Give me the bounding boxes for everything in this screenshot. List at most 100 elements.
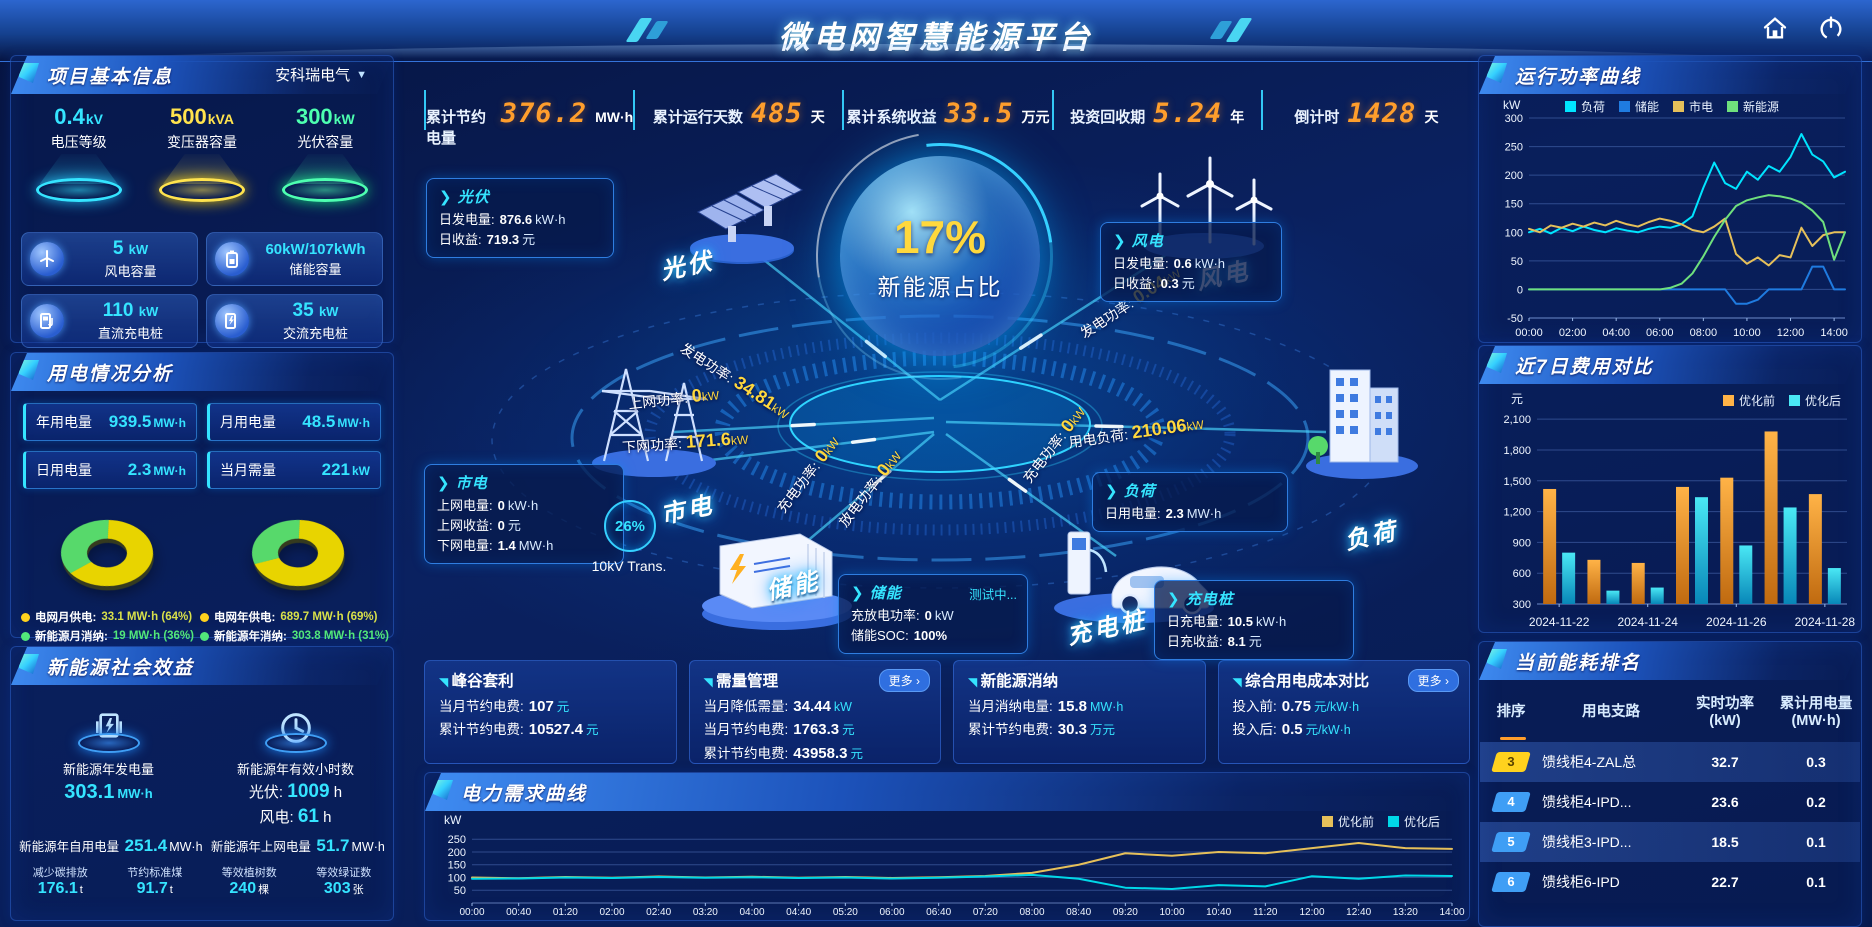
kpi-payback-period: 投资回收期 5.24 年 [1051,90,1261,130]
panel-title: 新能源社会效益 [47,657,195,679]
charger-info-card: 充电桩 日充电量:10.5kW·h 日充收益:8.1元 [1154,580,1354,661]
panel-header: 新能源社会效益 [11,647,393,685]
bar [1631,562,1645,604]
home-icon[interactable] [1760,14,1790,42]
testing-badge: 测试中... [969,588,1017,602]
x-axis-tick: 12:00 [1299,907,1324,918]
y-axis-tick: 900 [1513,537,1531,549]
daily-energy-stat: 日用电量 2.3 MW·h [23,451,197,489]
rank-badge: 5 [1491,832,1531,852]
x-axis-tick: 04:00 [1602,327,1630,339]
panel-title: 近7日费用对比 [1515,356,1654,378]
legend-item: 新能源 [1727,98,1779,115]
bar [1562,552,1576,604]
x-axis-tick: 04:00 [739,907,764,918]
x-axis-tick: 2024-11-22 [1529,615,1590,629]
panel-corner-icon [1487,63,1507,83]
social-benefit-panel: 新能源社会效益 新能源年发电量 303.1 MW·h 新能源年有效小时数 光伏: … [10,646,394,921]
pie_month-svg [60,519,153,587]
panel-corner-icon [433,780,453,800]
coal-saving-stat: 节约标准煤 91.7 t [127,867,183,897]
bar [1808,494,1822,604]
x-axis-tick: 13:20 [1393,907,1418,918]
x-axis-tick: 14:00 [1439,907,1464,918]
table-row[interactable]: 5 馈线柜3-IPD... 18.5 0.1 [1480,822,1860,862]
monthly-energy-donut [48,511,165,596]
storage-info-card: 储能 测试中... 充放电功率:0kW 储能SOC:100% [838,574,1028,655]
x-axis-tick: 02:00 [599,907,624,918]
kpi-countdown: 倒计时 1428 天 [1260,90,1470,130]
bar [1827,568,1841,604]
legend-renewable-month: 新能源月消纳: 19 MW·h (36%) [21,628,194,644]
ranking-table-body: 3 馈线柜4-ZAL总 32.7 0.3 4 馈线柜4-IPD... 23.6 0.2 … [1480,742,1860,902]
x-axis-tick: 09:20 [1113,907,1138,918]
table-row[interactable]: 3 馈线柜4-ZAL总 32.7 0.3 [1480,742,1860,782]
y-axis-tick: 250 [448,834,466,846]
pie_year-svg [251,519,344,587]
fed-in-energy: 新能源年上网电量 51.7 MW·h [210,836,385,855]
pv-info-card: 光伏 日发电量:876.6kW·h 日收益:719.3元 [426,178,614,259]
rank-badge: 4 [1491,792,1531,812]
bar [1543,488,1557,604]
load-node-icon [1292,342,1432,487]
table-row[interactable]: 6 馈线柜6-IPD 22.7 0.1 [1480,862,1860,902]
dc-charger-icon [30,304,64,338]
energy-ranking-panel: 当前能耗排名 排序 用电支路 实时功率 (kW) 累计用电量 (MW·h) 3 馈线柜… [1478,641,1862,927]
power-analysis-panel: 用电情况分析 年用电量 939.5 MW·h 月用电量 48.5 MW·h 日用电量 2.… [10,352,394,643]
company-selector[interactable]: 安科瑞电气 ▼ [275,64,367,85]
kpi-total-income: 累计系统收益 33.5 万元 [842,90,1051,130]
ranking-table-header: 排序 用电支路 实时功率 (kW) 累计用电量 (MW·h) [1496,696,1853,729]
wind-capacity-card: 5 kW 风电容量 [21,232,198,286]
panel-title: 电力需求曲线 [461,783,588,805]
y-axis-tick: 0 [1517,284,1523,296]
flow-load-power: 用电负荷:210.06kW [1067,415,1205,451]
co2-reduction-stat: 减少碳排放 176.1 t [32,867,88,897]
panel-header: 项目基本信息 [11,56,393,94]
x-axis-tick: 02:40 [646,907,671,918]
rank-badge: 3 [1491,752,1531,772]
more-button[interactable]: 更多 › [1407,669,1459,692]
company-name: 安科瑞电气 [275,67,351,84]
demand-curve-panel: 电力需求曲线 kW 优化前 优化后 50 100 150 200 250 00:00 00:4… [424,772,1470,921]
x-axis-tick: 10:00 [1159,907,1184,918]
x-axis-tick: 00:40 [506,907,531,918]
y-axis-tick: 1,800 [1503,445,1531,457]
x-axis-tick: 14:00 [1820,327,1848,339]
panel-header: 近7日费用对比 [1479,346,1861,384]
x-axis-tick: 12:40 [1346,907,1371,918]
legend-grid-month: 电网月供电: 33.1 MW·h (64%) [21,609,194,625]
demand-curve-chart: kW 优化前 优化后 50 100 150 200 250 00:00 00:40 01:20 0… [428,813,1468,919]
panel-header: 当前能耗排名 [1479,642,1861,680]
load-info-card: 负荷 日用电量:2.3MW·h [1092,472,1288,533]
x-axis-tick: 2024-11-26 [1706,615,1767,629]
node-label-load: 负荷 [1342,517,1401,556]
node-label-pv: 光伏 [658,247,717,286]
panel-title: 项目基本信息 [47,66,174,88]
x-axis-tick: 07:20 [973,907,998,918]
wind-info-card: 风电 日发电量:0.6kW·h 日收益:0.3元 [1100,222,1282,303]
x-axis-tick: 08:00 [1690,327,1718,339]
bar [1695,497,1708,604]
power-icon[interactable] [1816,14,1846,42]
transformer-label: 10kV Trans. [591,558,667,574]
more-button[interactable]: 更多 › [878,669,930,692]
y-axis-tick: 300 [1513,599,1531,611]
x-axis-tick: 00:00 [1515,327,1543,339]
x-axis-tick: 05:20 [833,907,858,918]
cost7-svg: 300 600 900 1,200 1,500 1,800 2,100 2024-11-22 2… [1503,414,1855,629]
table-row[interactable]: 4 馈线柜4-IPD... 23.6 0.2 [1480,782,1860,822]
x-axis-tick: 2024-11-24 [1617,615,1678,629]
panel-corner-icon [19,654,39,674]
x-axis-tick: 06:00 [1646,327,1674,339]
panel-title: 运行功率曲线 [1515,66,1642,88]
y-axis-tick: -50 [1507,313,1523,325]
pedestal-ring [77,733,140,753]
header-decor-right [1209,18,1253,42]
legend-grid-year: 电网年供电: 689.7 MW·h (69%) [200,609,389,625]
run-power-chart: kW 负荷 储能 市电 新能源 -50 0 50 100 150 200 250 300 00:00 0… [1481,98,1859,340]
bar [1783,507,1797,604]
x-axis-tick: 02:00 [1559,327,1587,339]
cost-compare-panel: 近7日费用对比 元 优化前 优化后 300 600 900 1,200 1,500 1,80… [1478,345,1862,633]
green-certs-stat: 等效绿证数 303 张 [316,867,372,897]
bar [1587,559,1601,604]
